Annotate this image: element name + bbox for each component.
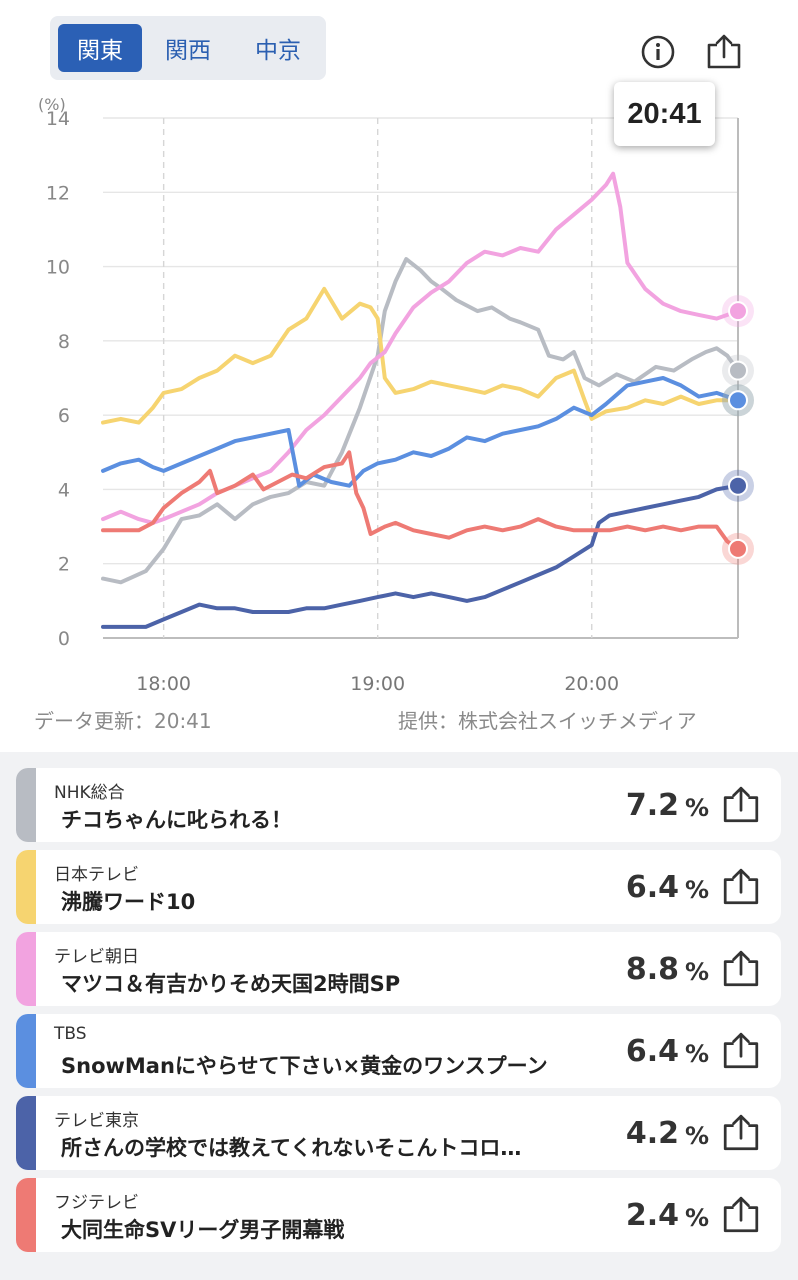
rating-unit: % <box>684 958 709 986</box>
current-time-badge: 20:41 <box>614 82 715 146</box>
program-title: SnowManにやらせて下さい×黄金のワンスプーン <box>61 1054 548 1078</box>
program-card-fuji-tv[interactable]: フジテレビ 大同生命SVリーグ男子開幕戦 2.4 % <box>16 1178 781 1252</box>
info-circle-icon <box>641 35 675 69</box>
program-title: 所さんの学校では教えてくれないそこんトコロ… <box>61 1136 522 1160</box>
program-list: NHK総合 チコちゃんに叱られる！ 7.2 % 日本テレビ 沸騰ワード10 6.… <box>0 752 798 1280</box>
channel-name: テレビ朝日 <box>54 947 139 967</box>
series-end-marker <box>728 538 748 559</box>
program-title: 大同生命SVリーグ男子開幕戦 <box>61 1218 345 1242</box>
rating-value: 6.4 <box>625 1034 679 1069</box>
data-provider: 提供：株式会社スイッチメディア <box>398 709 697 733</box>
share-icon[interactable] <box>721 949 761 989</box>
program-card-tbs[interactable]: TBS SnowManにやらせて下さい×黄金のワンスプーン 6.4 % <box>16 1014 781 1088</box>
share-icon[interactable] <box>721 1195 761 1235</box>
rating-value: 7.2 <box>625 788 679 823</box>
series-line <box>101 483 740 629</box>
channel-color-bar <box>16 932 36 1006</box>
rating-value: 8.8 <box>625 952 679 987</box>
program-card-nhk[interactable]: NHK総合 チコちゃんに叱られる！ 7.2 % <box>16 768 781 842</box>
program-title: チコちゃんに叱られる！ <box>61 808 292 832</box>
series-line <box>101 450 740 551</box>
x-tick-label: 18:00 <box>136 673 191 695</box>
series-line <box>101 376 740 488</box>
rating-unit: % <box>684 1122 709 1150</box>
channel-name: 日本テレビ <box>54 865 139 885</box>
region-tab-group: 関東 関西 中京 <box>50 16 326 80</box>
series-end-marker <box>728 390 748 411</box>
x-tick-label: 20:00 <box>564 673 619 695</box>
data-update-time: データ更新：20:41 <box>34 709 212 733</box>
series-end-marker <box>728 301 748 322</box>
x-tick-label: 19:00 <box>350 673 405 695</box>
channel-color-bar <box>16 1096 36 1170</box>
program-card-tv-tokyo[interactable]: テレビ東京 所さんの学校では教えてくれないそこんトコロ… 4.2 % <box>16 1096 781 1170</box>
series-line <box>101 257 740 585</box>
y-tick-label: 10 <box>46 257 70 279</box>
share-icon[interactable] <box>721 1031 761 1071</box>
rating-unit: % <box>684 876 709 904</box>
y-tick-label: 14 <box>46 108 70 130</box>
channel-name: テレビ東京 <box>54 1111 139 1131</box>
program-card-ntv[interactable]: 日本テレビ 沸騰ワード10 6.4 % <box>16 850 781 924</box>
channel-color-bar <box>16 1178 36 1252</box>
channel-color-bar <box>16 768 36 842</box>
program-title: マツコ＆有吉かりそめ天国2時間SP <box>61 972 401 996</box>
channel-color-bar <box>16 1014 36 1088</box>
series-line <box>101 171 740 525</box>
tab-chukyo[interactable]: 中京 <box>255 38 301 64</box>
share-icon <box>707 34 741 69</box>
program-card-tv-asahi[interactable]: テレビ朝日 マツコ＆有吉かりそめ天国2時間SP 8.8 % <box>16 932 781 1006</box>
y-tick-label: 8 <box>58 331 70 353</box>
share-chart-button[interactable] <box>702 30 746 74</box>
info-button[interactable] <box>636 30 680 74</box>
rating-value: 6.4 <box>625 870 679 905</box>
share-icon[interactable] <box>721 867 761 907</box>
rating-value: 4.2 <box>625 1116 679 1151</box>
program-title: 沸騰ワード10 <box>61 890 196 914</box>
y-tick-label: 6 <box>58 405 70 427</box>
series-end-marker <box>728 475 748 496</box>
audience-rating-chart: 0 2 4 6 8 10 12 14(%) 18:00 19:00 20:00 <box>38 95 754 695</box>
y-tick-label: 4 <box>58 479 70 501</box>
y-tick-label: 12 <box>46 182 70 204</box>
series-line <box>101 286 740 425</box>
y-tick-label: 2 <box>58 554 70 576</box>
channel-name: NHK総合 <box>54 783 125 803</box>
rating-unit: % <box>684 1040 709 1068</box>
chart-panel: 関東 関西 中京 0 2 4 6 8 10 12 14 (%) 18:00 19:00 20:00 2… <box>34 16 754 733</box>
share-icon[interactable] <box>721 1113 761 1153</box>
rating-unit: % <box>684 794 709 822</box>
rating-unit: % <box>684 1204 709 1232</box>
y-unit-label: (%) <box>38 95 66 114</box>
rating-value: 2.4 <box>625 1198 679 1233</box>
share-icon[interactable] <box>721 785 761 825</box>
tab-kansai[interactable]: 関西 <box>165 38 211 64</box>
tab-kanto[interactable]: 関東 <box>58 24 142 72</box>
y-tick-label: 0 <box>58 628 70 650</box>
channel-color-bar <box>16 850 36 924</box>
channel-name: TBS <box>54 1024 87 1044</box>
series-end-marker <box>728 360 748 381</box>
channel-name: フジテレビ <box>54 1193 139 1213</box>
